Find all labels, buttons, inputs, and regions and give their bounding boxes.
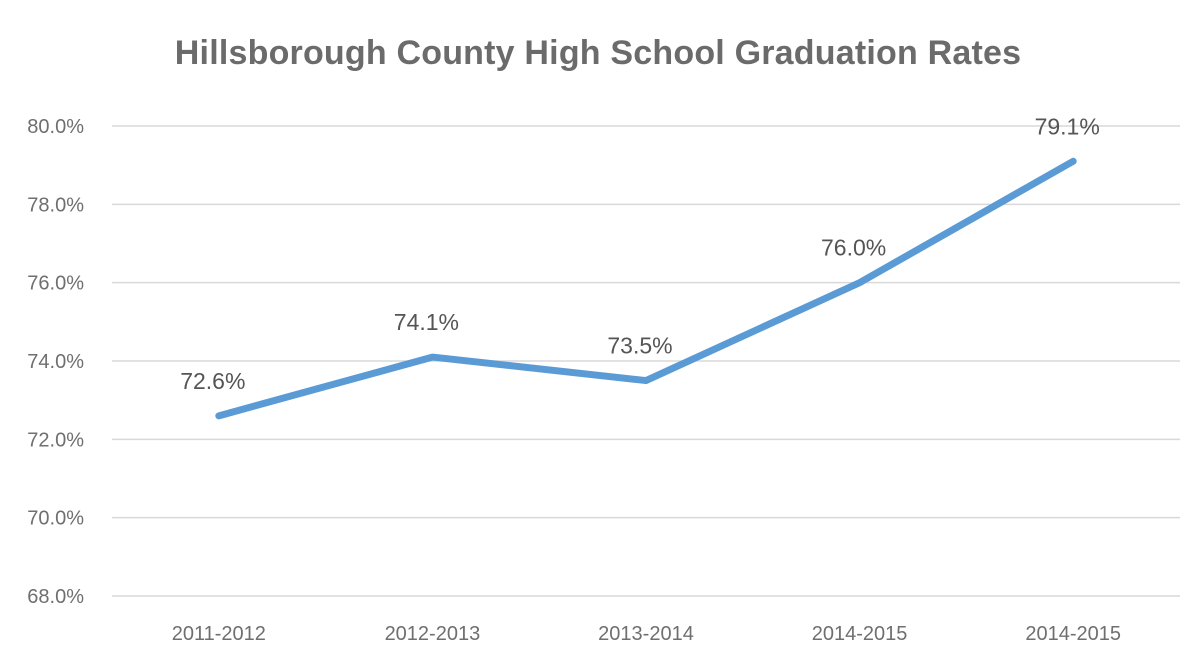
series-line [215, 157, 1077, 420]
y-tick-label: 74.0% [27, 351, 84, 373]
data-label: 76.0% [821, 235, 886, 261]
data-label: 73.5% [607, 333, 672, 359]
x-axis-tick-labels: 2011-2012 2012-2013 2013-2014 2014-2015 2014… [172, 623, 1121, 645]
y-tick-label: 72.0% [27, 429, 84, 451]
x-tick-label: 2013-2014 [598, 623, 694, 645]
data-labels: 72.6% 74.1% 73.5% 76.0% 79.1% [180, 113, 1100, 394]
chart-title: Hillsborough County High School Graduati… [174, 34, 1022, 72]
series-line-layer [215, 157, 1077, 420]
y-tick-label: 76.0% [27, 273, 84, 295]
y-tick-label: 78.0% [27, 194, 84, 216]
data-label: 74.1% [394, 309, 459, 335]
y-axis-tick-labels: 68.0% 70.0% 72.0% 74.0% 76.0% 78.0% 80.0% [27, 116, 84, 608]
x-tick-label: 2011-2012 [172, 623, 266, 645]
x-tick-label: 2014-2015 [1025, 623, 1121, 645]
x-tick-label: 2012-2013 [385, 623, 481, 645]
y-tick-label: 68.0% [27, 586, 84, 608]
x-tick-label: 2014-2015 [812, 623, 908, 645]
data-label: 79.1% [1035, 113, 1100, 139]
y-tick-label: 70.0% [27, 508, 84, 530]
gridlines [112, 125, 1180, 597]
data-label: 72.6% [180, 368, 245, 394]
y-tick-label: 80.0% [27, 116, 84, 138]
